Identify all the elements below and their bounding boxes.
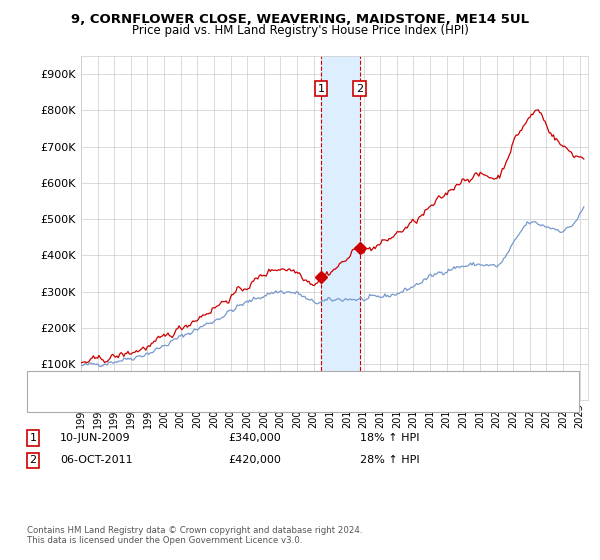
- Text: 9, CORNFLOWER CLOSE, WEAVERING, MAIDSTONE, ME14 5UL: 9, CORNFLOWER CLOSE, WEAVERING, MAIDSTON…: [71, 13, 529, 26]
- Text: £340,000: £340,000: [228, 433, 281, 443]
- Text: HPI: Average price, detached house, Maidstone: HPI: Average price, detached house, Maid…: [84, 395, 320, 405]
- Text: 2: 2: [356, 83, 363, 94]
- Bar: [321, 56, 359, 400]
- Text: 06-OCT-2011: 06-OCT-2011: [60, 455, 133, 465]
- Text: £420,000: £420,000: [228, 455, 281, 465]
- Text: 2: 2: [29, 455, 37, 465]
- Text: This data is licensed under the Open Government Licence v3.0.: This data is licensed under the Open Gov…: [27, 536, 302, 545]
- Text: 9, CORNFLOWER CLOSE, WEAVERING, MAIDSTONE, ME14 5UL (detached house): 9, CORNFLOWER CLOSE, WEAVERING, MAIDSTON…: [84, 377, 482, 388]
- Text: Price paid vs. HM Land Registry's House Price Index (HPI): Price paid vs. HM Land Registry's House …: [131, 24, 469, 36]
- Text: 1: 1: [29, 433, 37, 443]
- Text: 10-JUN-2009: 10-JUN-2009: [60, 433, 131, 443]
- Text: Contains HM Land Registry data © Crown copyright and database right 2024.: Contains HM Land Registry data © Crown c…: [27, 526, 362, 535]
- Text: 18% ↑ HPI: 18% ↑ HPI: [360, 433, 419, 443]
- Text: 28% ↑ HPI: 28% ↑ HPI: [360, 455, 419, 465]
- Text: 1: 1: [317, 83, 325, 94]
